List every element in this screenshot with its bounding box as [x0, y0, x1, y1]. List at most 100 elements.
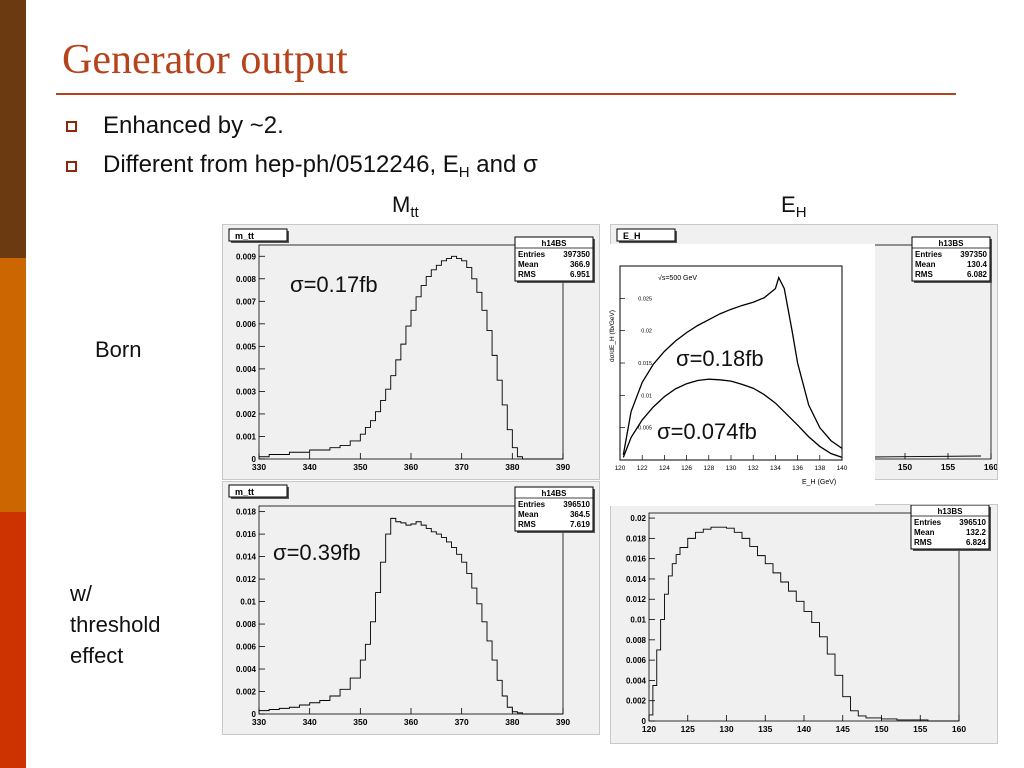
x-tick-label: 140 — [837, 465, 848, 472]
stats-name: h14BS — [542, 489, 568, 498]
plot-frame — [258, 244, 564, 460]
y-axis-label: dσ/dE_H (fb/GeV) — [609, 310, 616, 362]
row-label-line: threshold — [70, 612, 161, 637]
x-tick-label: 126 — [681, 465, 692, 472]
band-bottom — [0, 512, 26, 768]
inset-frame — [619, 265, 843, 461]
histogram-title: m_tt — [235, 231, 254, 241]
stats-value: 366.9 — [570, 260, 591, 269]
slide-title: Generator output — [62, 37, 348, 83]
y-tick-label: 0 — [252, 710, 257, 719]
stats-box — [910, 504, 990, 550]
bullet-2-text: Different from hep-ph/0512246, E — [103, 151, 459, 178]
x-tick-label: 124 — [659, 465, 670, 472]
y-tick-label: 0.01 — [630, 616, 646, 625]
y-tick-label: 0.006 — [236, 320, 257, 329]
stats-label: Entries — [518, 500, 546, 509]
reference-curve — [622, 275, 843, 455]
x-tick-label: 370 — [455, 717, 469, 727]
stats-value: 6.951 — [570, 270, 591, 279]
histogram-mtt-born: 330 340 350 360 370 380 390 0 0.001 0.002 0.003 0.0… — [228, 228, 595, 472]
reference-curve — [622, 378, 843, 459]
x-tick-label: 155 — [941, 462, 955, 472]
histogram-steps — [259, 517, 563, 715]
x-tick-label: 150 — [898, 462, 912, 472]
histogram-tail — [870, 455, 982, 458]
x-tick-label: 120 — [642, 724, 656, 734]
y-tick-label: 0.004 — [626, 676, 647, 685]
stats-label: Entries — [915, 250, 943, 259]
histogram-panel-eh-threshold: 120 125 130 135 140 145 150 155 160 0 0.002 0.004 0.… — [610, 504, 998, 744]
stats-label: RMS — [914, 538, 932, 547]
stats-label: RMS — [518, 520, 536, 529]
x-tick-label: 135 — [758, 724, 772, 734]
x-tick-label: 360 — [404, 462, 418, 472]
x-tick-label: 370 — [455, 462, 469, 472]
stats-value: 364.5 — [570, 510, 591, 519]
x-tick-label: 120 — [615, 465, 626, 472]
stats-value: 397350 — [960, 250, 987, 259]
x-tick-label: 330 — [252, 462, 266, 472]
stats-label: RMS — [915, 270, 933, 279]
y-tick-label: 0.018 — [236, 508, 257, 517]
stats-label: Mean — [518, 260, 539, 269]
y-tick-label: 0 — [252, 455, 257, 464]
x-tick-label: 340 — [303, 717, 317, 727]
x-tick-label: 350 — [353, 717, 367, 727]
stats-label: Mean — [914, 528, 935, 537]
row-label-line: w/ — [70, 581, 92, 606]
x-tick-label: 138 — [814, 465, 825, 472]
stats-value: 6.082 — [967, 270, 988, 279]
mtt-label-sub: tt — [410, 204, 419, 221]
y-tick-label: 0.006 — [236, 643, 257, 652]
y-tick-label: 0.014 — [236, 553, 257, 562]
stats-label: Mean — [915, 260, 936, 269]
title-box — [228, 228, 288, 242]
sigma-annotation-mtt-threshold: σ=0.39fb — [273, 540, 361, 565]
x-tick-label: 360 — [404, 717, 418, 727]
x-tick-label: 390 — [556, 717, 570, 727]
title-box — [228, 484, 288, 498]
row-label-threshold: w/ threshold effect — [70, 578, 161, 671]
histogram-steps — [259, 255, 563, 460]
stats-box — [514, 486, 594, 532]
x-tick-label: 145 — [836, 724, 850, 734]
y-tick-label: 0.02 — [641, 329, 652, 335]
x-tick-label: 380 — [505, 717, 519, 727]
row-label-born: Born — [95, 337, 142, 362]
y-tick-label: 0 — [642, 717, 647, 726]
y-tick-label: 0.005 — [236, 342, 257, 351]
stats-label: RMS — [518, 270, 536, 279]
y-tick-label: 0.004 — [236, 365, 257, 374]
x-tick-label: 134 — [770, 465, 781, 472]
histogram-title: E_H — [623, 231, 641, 241]
x-tick-label: 125 — [681, 724, 695, 734]
histogram-steps — [649, 526, 959, 722]
x-tick-label: 160 — [952, 724, 966, 734]
y-tick-label: 0.01 — [240, 598, 256, 607]
x-tick-label: 132 — [748, 465, 759, 472]
stats-value: 132.2 — [966, 528, 987, 537]
column-label-mtt: Mtt — [392, 192, 419, 221]
y-tick-label: 0.004 — [236, 665, 257, 674]
histogram-panel-mtt-born: 330 340 350 360 370 380 390 0 0.001 0.002 0.003 0.0… — [222, 224, 600, 480]
y-tick-label: 0.002 — [626, 697, 647, 706]
title-box — [616, 228, 676, 242]
x-axis-label: E_H (GeV) — [802, 479, 836, 486]
y-tick-label: 0.008 — [626, 636, 647, 645]
bullet-2: Different from hep-ph/0512246, EH and σ — [103, 151, 538, 181]
y-tick-label: 0.002 — [236, 688, 257, 697]
y-tick-label: 0.015 — [638, 361, 652, 367]
x-tick-label: 122 — [637, 465, 648, 472]
stats-label: Entries — [914, 518, 942, 527]
plot-frame — [258, 505, 564, 715]
y-tick-label: 0.012 — [626, 595, 647, 604]
stats-value: 396510 — [959, 518, 986, 527]
bullet-2-tail: and σ — [476, 151, 538, 178]
y-tick-label: 0.008 — [236, 620, 257, 629]
bullet-2-sub: H — [458, 164, 470, 181]
x-tick-label: 155 — [913, 724, 927, 734]
title-rule — [56, 93, 956, 95]
plot-frame — [648, 512, 960, 722]
histogram-panel-mtt-threshold: 330 340 350 360 370 380 390 0 0.002 0.004 0.006 0.0… — [222, 481, 600, 735]
